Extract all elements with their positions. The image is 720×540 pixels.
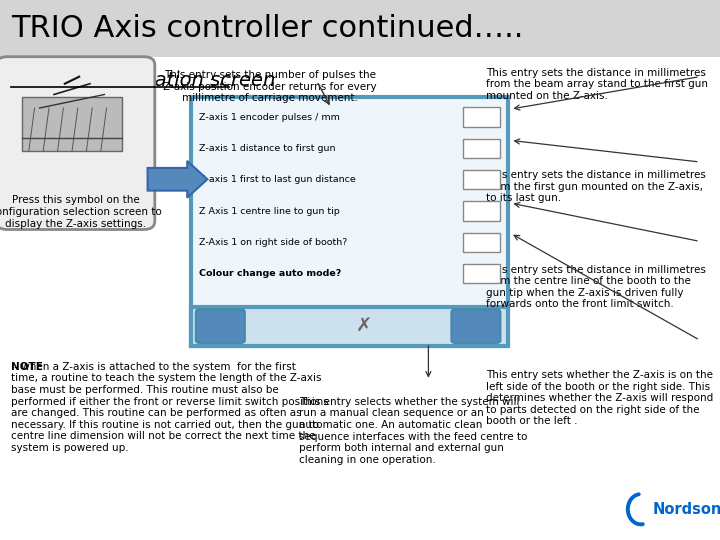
FancyBboxPatch shape (191, 307, 508, 346)
Text: No: No (475, 238, 488, 247)
FancyBboxPatch shape (451, 309, 500, 343)
Text: Colour change auto mode?: Colour change auto mode? (199, 269, 342, 278)
FancyArrow shape (148, 161, 207, 198)
Text: Z-axis 1 distance to first gun: Z-axis 1 distance to first gun (199, 144, 336, 153)
Text: Nordson: Nordson (652, 502, 720, 517)
Text: Z-axis configuration screen: Z-axis configuration screen (11, 71, 276, 91)
Text: This entry selects whether the system will
run a manual clean sequence or an
aut: This entry selects whether the system wi… (299, 397, 527, 465)
Text: This entry sets whether the Z-axis is on the
left side of the booth or the right: This entry sets whether the Z-axis is on… (486, 370, 714, 426)
Text: Z Axis 1 centre line to gun tip: Z Axis 1 centre line to gun tip (199, 207, 340, 215)
Text: This entry sets the distance in millimetres
from the first gun mounted on the Z-: This entry sets the distance in millimet… (486, 170, 706, 203)
FancyBboxPatch shape (0, 57, 155, 230)
FancyBboxPatch shape (196, 309, 245, 343)
Text: ►: ► (471, 319, 481, 333)
Text: This entry sets the distance in millimetres
from the centre line of the booth to: This entry sets the distance in millimet… (486, 265, 706, 309)
Text: ◄: ◄ (215, 319, 225, 333)
Text: 0: 0 (479, 207, 485, 215)
FancyBboxPatch shape (191, 97, 508, 346)
Text: - when a Z-axis is attached to the system  for the first
time, a routine to teac: - when a Z-axis is attached to the syste… (11, 362, 328, 453)
FancyBboxPatch shape (463, 170, 500, 190)
Text: No: No (475, 269, 488, 278)
FancyBboxPatch shape (463, 139, 500, 158)
FancyBboxPatch shape (463, 233, 500, 252)
Text: Z-axis 1 encoder pulses / mm: Z-axis 1 encoder pulses / mm (199, 113, 341, 122)
Text: This entry sets the distance in millimetres
from the beam array stand to the fir: This entry sets the distance in millimet… (486, 68, 708, 100)
Text: 11: 11 (476, 176, 487, 184)
FancyBboxPatch shape (22, 97, 122, 151)
FancyBboxPatch shape (463, 107, 500, 127)
Text: Press this symbol on the
configuration selection screen to
display the Z-axis se: Press this symbol on the configuration s… (0, 195, 161, 228)
Text: NOTE: NOTE (11, 362, 42, 372)
Text: ✗: ✗ (356, 316, 372, 336)
FancyBboxPatch shape (463, 201, 500, 221)
Text: This entry sets the number of pulses the
Z-axis position encoder returns for eve: This entry sets the number of pulses the… (163, 70, 377, 103)
Text: Z-axis 1 first to last gun distance: Z-axis 1 first to last gun distance (199, 176, 356, 184)
FancyBboxPatch shape (0, 0, 720, 57)
Text: 0: 0 (479, 144, 485, 153)
FancyBboxPatch shape (463, 264, 500, 284)
Text: Z-Axis 1 on right side of booth?: Z-Axis 1 on right side of booth? (199, 238, 348, 247)
Text: 0: 0 (479, 113, 485, 122)
Text: TRIO Axis controller continued…..: TRIO Axis controller continued….. (11, 14, 523, 43)
